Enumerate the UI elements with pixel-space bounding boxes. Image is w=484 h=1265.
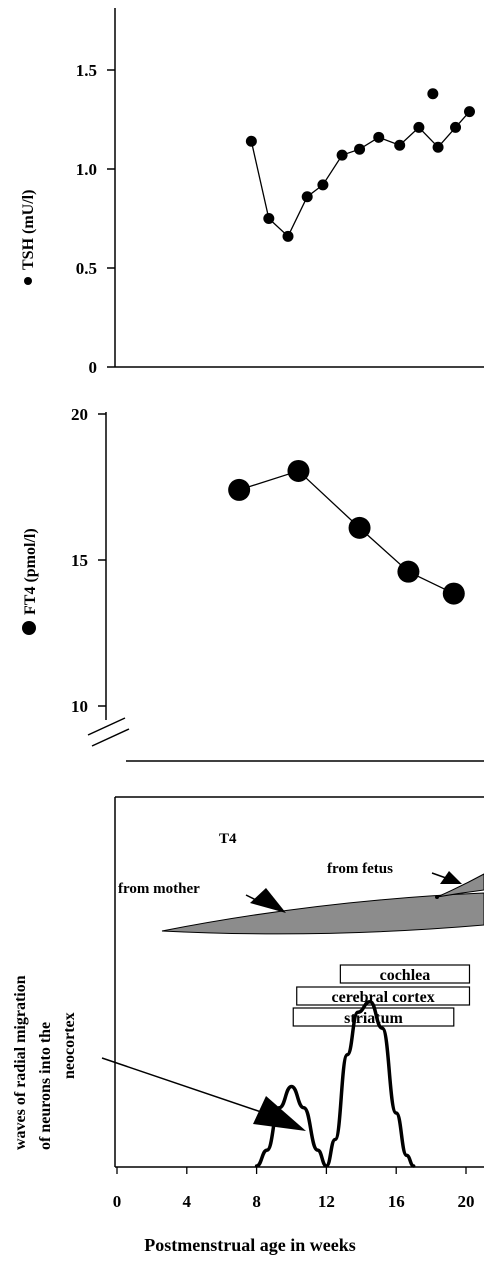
ft4-data-point	[442, 582, 465, 605]
x-tick-label: 20	[458, 1192, 475, 1211]
ft4-data-point	[397, 560, 420, 583]
tsh-data-point	[413, 121, 425, 133]
t4-from-fetus-wedge	[436, 873, 484, 898]
ft4-data-point	[287, 459, 310, 482]
x-tick-label: 16	[388, 1192, 405, 1211]
tsh-y-ticks: 0 0.5 1.0 1.5	[76, 61, 115, 377]
migration-arrow	[101, 1057, 306, 1131]
from-mother-label: from mother	[118, 881, 200, 897]
from-fetus-label: from fetus	[327, 861, 393, 877]
tsh-series	[245, 88, 475, 242]
ft4-series-line	[238, 470, 455, 595]
tsh-y-tick-label: 0.5	[76, 259, 97, 278]
x-tick-label: 0	[113, 1192, 122, 1211]
t4-from-fetus-origin-marker	[435, 895, 439, 899]
t4-from-mother-wedge	[161, 892, 484, 935]
ft4-data-point	[228, 478, 251, 501]
tsh-y-tick-label: 0	[89, 358, 98, 377]
tsh-data-point	[463, 106, 475, 118]
tsh-data-point	[245, 135, 257, 147]
migration-y-label-line-2: of neurons into the	[37, 1022, 54, 1150]
tsh-data-point	[354, 143, 366, 155]
tsh-y-axis-label: TSH (mU/l)	[20, 190, 37, 270]
ft4-axis-break-2	[91, 728, 130, 747]
sensitivity-bar-label: cerebral cortex	[332, 989, 435, 1006]
tsh-data-point	[301, 191, 313, 203]
tsh-data-point	[263, 213, 275, 224]
x-tick-label: 12	[318, 1192, 335, 1211]
sensitivity-bars: cochlea cerebral cortex striatum	[292, 964, 471, 1027]
migration-y-axis-label: waves of radial migration of neurons int…	[12, 975, 78, 1150]
ft4-y-tick-label: 20	[71, 405, 88, 424]
ft4-y-tick-label: 10	[71, 697, 88, 716]
ft4-y-ticks: 10 15 20	[71, 405, 106, 716]
tsh-data-point	[394, 139, 406, 151]
x-tick-label: 4	[183, 1192, 192, 1211]
from-fetus-arrow	[431, 871, 462, 884]
tsh-data-point	[317, 179, 329, 191]
tsh-data-point	[432, 141, 444, 153]
x-axis-label: Postmenstrual age in weeks	[144, 1235, 355, 1255]
ft4-axis-break-1	[87, 717, 126, 736]
ft4-y-tick-label: 15	[71, 551, 88, 570]
migration-y-label-line-1: waves of radial migration	[12, 975, 29, 1150]
from-mother-arrow	[245, 888, 286, 913]
ft4-legend-marker	[22, 621, 36, 635]
tsh-data-point	[373, 131, 385, 143]
sensitivity-bar-cerebral-cortex	[296, 986, 471, 1006]
tsh-panel: 0 0.5 1.0 1.5 TSH (mU/l)	[20, 8, 484, 377]
sensitivity-bar-label: cochlea	[380, 967, 431, 984]
tsh-data-point	[450, 121, 462, 133]
tsh-y-tick-label: 1.5	[76, 61, 97, 80]
tsh-data-point	[336, 149, 348, 161]
x-tick-label: 8	[252, 1192, 261, 1211]
t4-label: T4	[219, 831, 237, 847]
migration-curve	[254, 999, 416, 1168]
x-tick-labels: 0 4 8 12 16 20	[113, 1167, 475, 1211]
sensitivity-bar-cochlea	[339, 964, 471, 984]
tsh-legend-marker	[24, 277, 32, 285]
ft4-data-point	[348, 516, 371, 539]
migration-panel: T4 from mother from fetus cochlea cerebra…	[12, 796, 484, 1255]
ft4-y-axis-label: FT4 (pmol/l)	[22, 528, 39, 615]
migration-y-label-line-3: neocortex	[61, 1012, 78, 1079]
ft4-panel: 10 15 20 FT4 (pmol/l)	[22, 405, 484, 762]
tsh-data-point	[282, 230, 294, 242]
tsh-data-point	[427, 88, 439, 100]
ft4-series	[228, 459, 465, 605]
sensitivity-bar-label: striatum	[344, 1010, 403, 1027]
tsh-y-tick-label: 1.0	[76, 160, 97, 179]
tsh-series-line	[250, 111, 470, 238]
